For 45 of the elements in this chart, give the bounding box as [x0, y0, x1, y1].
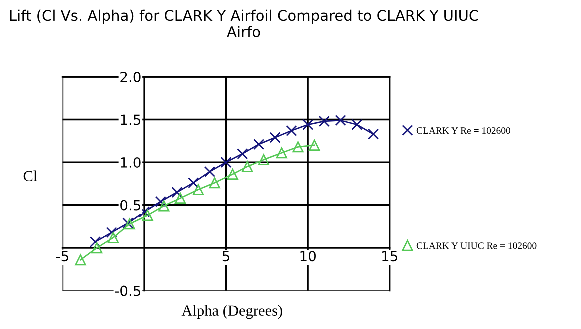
- point: [352, 119, 363, 130]
- point: [335, 115, 346, 126]
- point: [220, 156, 232, 168]
- legend-label: CLARK Y UIUC Re = 102600: [416, 242, 537, 250]
- point: [172, 186, 183, 198]
- point: [75, 254, 86, 266]
- point: [108, 232, 120, 244]
- y-axis-title: Cl: [24, 170, 38, 182]
- point: [155, 196, 166, 208]
- point: [209, 178, 220, 189]
- y-tick-label: 1.0: [121, 157, 141, 168]
- point: [368, 128, 380, 140]
- point: [106, 227, 118, 238]
- y-tick-label: 0.5: [120, 200, 141, 211]
- x-axis-title: Alpha (Degrees): [182, 305, 282, 320]
- point: [292, 142, 304, 153]
- point: [204, 166, 216, 178]
- y-tick-label: 1.5: [121, 114, 141, 126]
- chart-title: Lift (Cl Vs. Alpha) for CLARK Y Airfoil Compared to CLARK Y UIUC Airfo: [10, 10, 478, 38]
- point: [237, 148, 248, 160]
- point: [286, 125, 298, 136]
- point: [318, 116, 330, 128]
- y-tick-label: -0.5: [115, 286, 141, 296]
- y-tick-label: 2.0: [120, 72, 141, 82]
- point: [309, 140, 320, 151]
- legend-label: CLARK Y Re = 102600: [416, 128, 511, 134]
- point: [90, 236, 102, 248]
- point: [270, 132, 281, 144]
- point: [276, 148, 288, 159]
- point: [227, 168, 238, 180]
- point: [302, 119, 314, 130]
- x-tick-label: 5: [222, 251, 230, 262]
- point: [142, 210, 154, 222]
- point: [253, 139, 265, 150]
- point: [92, 242, 103, 254]
- point: [174, 192, 186, 204]
- point: [258, 154, 270, 166]
- x-tick-label: 15: [382, 251, 398, 262]
- point: [188, 178, 200, 189]
- x-tick-label: -5: [56, 251, 68, 262]
- x-tick-label: 10: [300, 251, 316, 262]
- point: [138, 206, 150, 218]
- point: [158, 200, 170, 212]
- point: [192, 184, 204, 196]
- point: [242, 161, 254, 172]
